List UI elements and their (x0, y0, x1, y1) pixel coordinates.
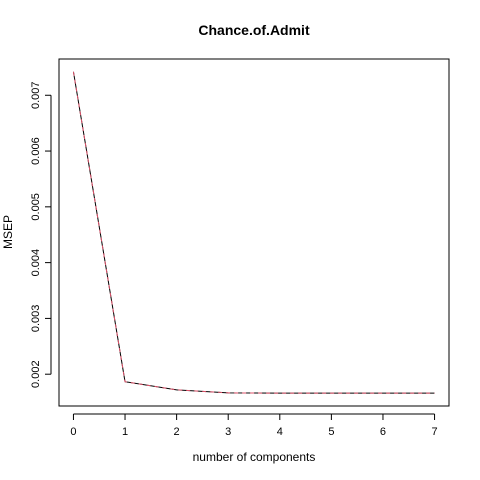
x-tick-label: 5 (328, 426, 334, 438)
y-axis-title: MSEP (1, 215, 15, 249)
x-tick-label: 2 (174, 426, 180, 438)
y-axis: 0.002 0.003 0.004 0.005 0.006 0.007 (30, 81, 52, 388)
series-line-2 (72, 71, 435, 394)
x-tick-label: 1 (122, 426, 128, 438)
series-line-1 (72, 71, 435, 394)
plot-box (58, 58, 450, 407)
y-tick-label: 0.004 (30, 249, 42, 277)
series-layer (72, 71, 435, 394)
x-axis-title: number of components (193, 450, 316, 464)
y-tick-label: 0.006 (30, 137, 42, 165)
x-tick-label: 3 (225, 426, 231, 438)
y-tick-label: 0.002 (30, 360, 42, 388)
y-tick-label: 0.007 (30, 81, 42, 109)
y-tick-label: 0.003 (30, 305, 42, 333)
x-tick-label: 4 (277, 426, 283, 438)
x-axis: 0 1 2 3 4 5 6 7 (70, 413, 438, 438)
x-tick-label: 0 (70, 426, 76, 438)
y-tick-label: 0.005 (30, 193, 42, 221)
chart-title: Chance.of.Admit (198, 22, 310, 38)
x-tick-label: 6 (380, 426, 386, 438)
x-tick-label: 7 (431, 426, 437, 438)
